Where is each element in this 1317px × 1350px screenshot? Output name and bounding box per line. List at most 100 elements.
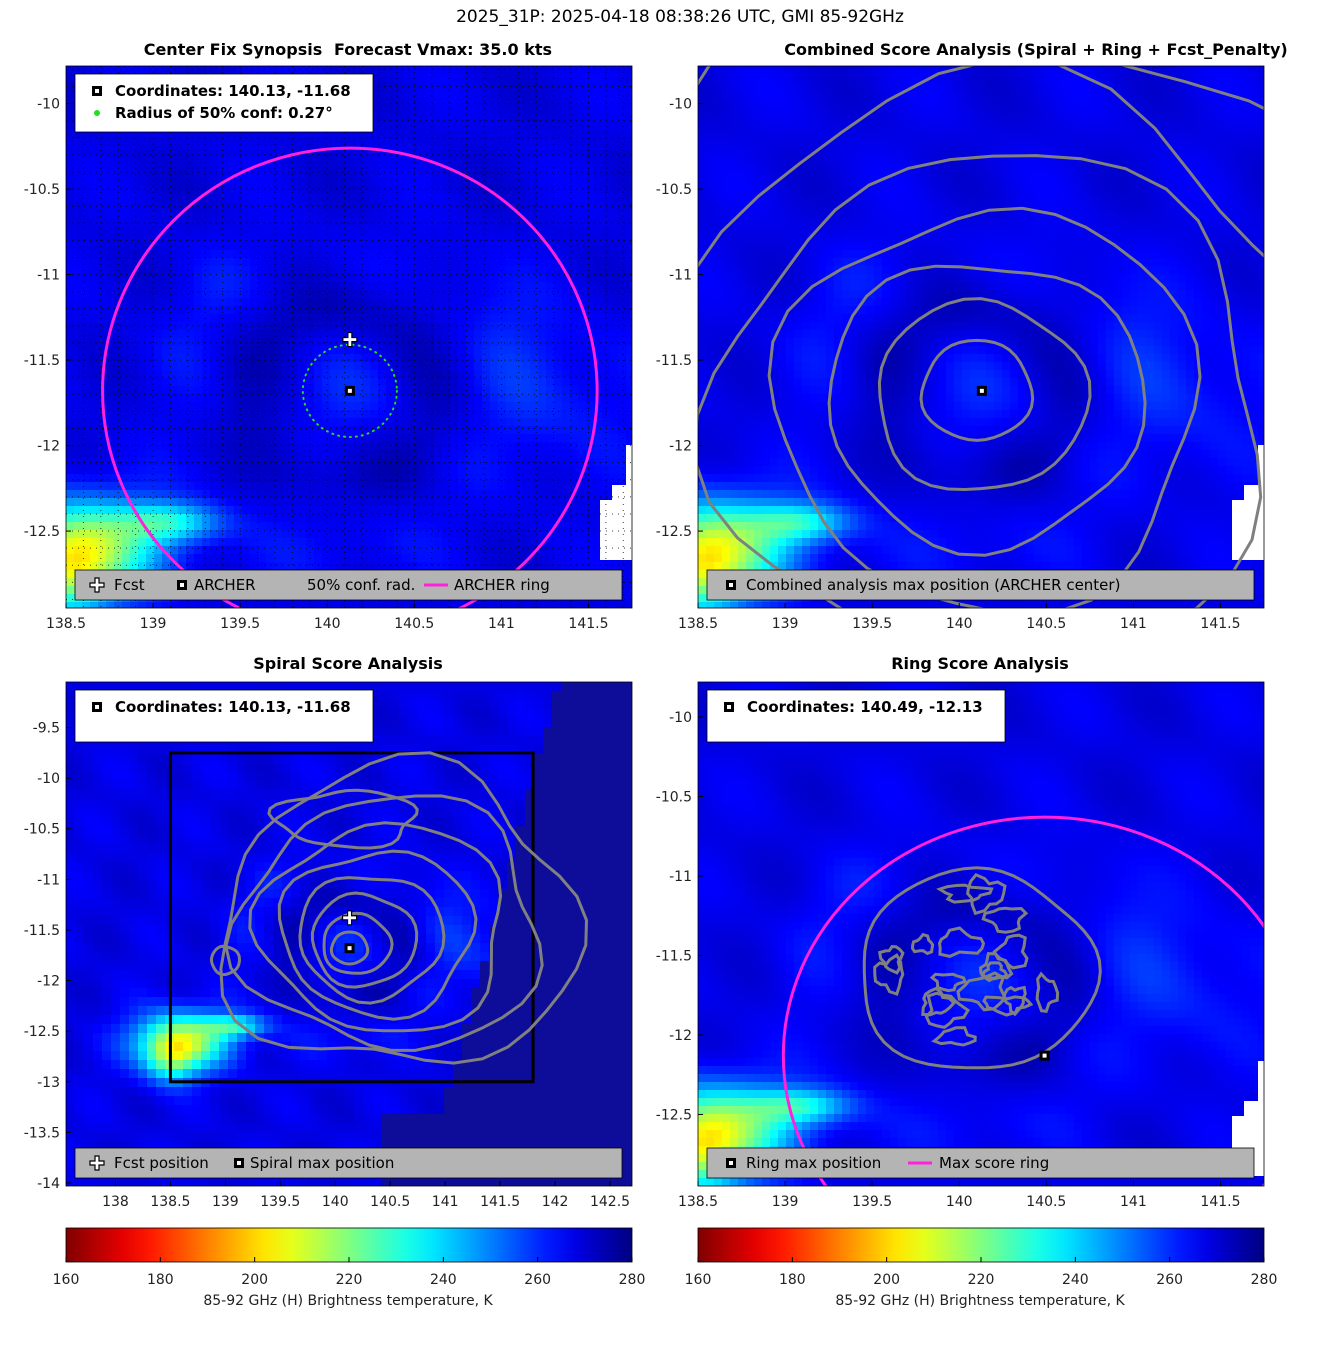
colorbars: 160 180 200 220 240 260 280 160 180 200 220 240 260 2… <box>53 1227 1278 1288</box>
colorbar-label-left: 85-92 GHz (H) Brightness temperature, K <box>203 1293 493 1309</box>
panel-title-right: Forecast Vmax: 35.0 kts <box>334 40 552 59</box>
y-tick-label: -10 <box>669 97 692 113</box>
axes-frame <box>65 681 633 1187</box>
info-box <box>74 73 374 133</box>
y-tick-label: -11 <box>37 872 60 888</box>
y-tick-label: -13 <box>37 1075 60 1091</box>
panel-title: Spiral Score Analysis <box>253 654 443 673</box>
score-contour <box>936 883 994 904</box>
legend-square-icon <box>726 1158 736 1168</box>
confidence-circle <box>301 343 398 439</box>
x-tick-label: 140 <box>322 1194 349 1210</box>
score-contour <box>978 952 1014 983</box>
colorbar-tick-label: 260 <box>524 1272 551 1288</box>
score-contour <box>910 932 935 956</box>
y-tick-label: -11.5 <box>24 353 60 369</box>
x-tick-label: 140.5 <box>394 616 434 632</box>
x-tick-label: 139.5 <box>260 1194 300 1210</box>
y-tick-label: -11 <box>669 869 692 885</box>
x-tick-label: 141.5 <box>1200 616 1240 632</box>
axes-frame <box>697 65 1265 609</box>
score-contour <box>248 821 503 1033</box>
legend-entry: ARCHER <box>194 576 256 594</box>
y-tick-label: -12.5 <box>24 524 60 540</box>
x-tick-label: 140.5 <box>1026 616 1066 632</box>
legend-entry: Max score ring <box>939 1154 1049 1172</box>
y-tick-label: -12 <box>669 439 692 455</box>
score-contour <box>1001 985 1027 1017</box>
score-contour <box>267 788 419 850</box>
panel-title: Combined Score Analysis (Spiral + Ring +… <box>784 40 1287 59</box>
y-tick-label: -10.5 <box>656 182 692 198</box>
x-tick-label: 140 <box>314 616 341 632</box>
spiral-score-contours <box>209 751 589 1065</box>
x-tick-label: 141.5 <box>480 1194 520 1210</box>
score-contour <box>956 971 1008 1012</box>
legend-square-icon <box>726 580 736 590</box>
legend-entry: Fcst position <box>114 1154 209 1172</box>
score-contour <box>873 953 905 996</box>
colorbar-label-right: 85-92 GHz (H) Brightness temperature, K <box>835 1293 1125 1309</box>
colorbar-tick-label: 280 <box>619 1272 646 1288</box>
ring-score-contours <box>862 866 1102 1070</box>
panel-combined-score: Combined Score Analysis (Spiral + Ring +… <box>656 40 1288 632</box>
y-tick-label: -11.5 <box>656 948 692 964</box>
score-contour <box>937 926 986 958</box>
x-tick-label: 139.5 <box>852 1194 892 1210</box>
x-tick-label: 141 <box>1120 1194 1147 1210</box>
colorbar-tick-label: 220 <box>968 1272 995 1288</box>
y-tick-label: -14 <box>37 1176 60 1192</box>
y-tick-label: -12 <box>669 1028 692 1044</box>
score-contour <box>298 876 446 1005</box>
info-line: Coordinates: 140.13, -11.68 <box>115 698 351 716</box>
legend-square-icon <box>177 580 187 590</box>
max-score-ring <box>781 815 1264 1186</box>
score-contour <box>310 891 419 989</box>
y-tick-label: -11.5 <box>656 353 692 369</box>
y-tick-label: -11 <box>37 268 60 284</box>
x-tick-label: 139 <box>772 1194 799 1210</box>
x-tick-label: 141.5 <box>1200 1194 1240 1210</box>
legend-bar <box>74 569 623 601</box>
colorbar-tick-label: 280 <box>1251 1272 1278 1288</box>
colorbar-tick-label: 260 <box>1156 1272 1183 1288</box>
x-tick-label: 141 <box>488 616 515 632</box>
info-square-icon <box>724 702 734 712</box>
score-contour <box>992 933 1029 970</box>
colorbar-tick-label: 220 <box>336 1272 363 1288</box>
search-box <box>168 751 535 1084</box>
colorbar-tick-label: 240 <box>430 1272 457 1288</box>
panel-center-fix-synopsis: Center Fix Synopsis Forecast Vmax: 35.0 … <box>24 40 633 632</box>
legend-entry: Spiral max position <box>250 1154 394 1172</box>
score-contour <box>924 991 971 1030</box>
x-tick-label: 140.5 <box>370 1194 410 1210</box>
x-tick-label: 138.5 <box>150 1194 190 1210</box>
y-tick-label: -10.5 <box>656 789 692 805</box>
forecast-marker <box>341 910 358 926</box>
colorbar-tick-label: 200 <box>241 1272 268 1288</box>
panel-spiral-score: Spiral Score Analysis Coordinates: 140.1… <box>24 654 633 1210</box>
info-square-icon <box>92 702 102 712</box>
legend-entry: Fcst <box>114 576 145 594</box>
y-tick-label: -10.5 <box>24 822 60 838</box>
colorbar <box>65 1227 633 1263</box>
colorbar-tick-label: 180 <box>147 1272 174 1288</box>
y-tick-label: -13.5 <box>24 1125 60 1141</box>
y-tick-label: -10 <box>37 97 60 113</box>
x-tick-label: 139.5 <box>852 616 892 632</box>
score-contour <box>862 866 1102 1070</box>
y-tick-label: -10.5 <box>24 182 60 198</box>
score-contour <box>698 154 1263 608</box>
score-contour <box>981 906 1029 934</box>
score-contour <box>877 297 1092 492</box>
figure-suptitle: 2025_31P: 2025-04-18 08:38:26 UTC, GMI 8… <box>456 7 904 27</box>
info-square-icon <box>92 86 102 96</box>
colorbar-tick-label: 200 <box>873 1272 900 1288</box>
x-tick-label: 139 <box>772 616 799 632</box>
score-contour <box>919 338 1035 442</box>
panel-title: Ring Score Analysis <box>891 654 1069 673</box>
score-contour <box>329 930 370 966</box>
brightness-temperature-field <box>66 66 632 608</box>
x-tick-label: 142 <box>542 1194 569 1210</box>
x-tick-label: 140.5 <box>1026 1194 1066 1210</box>
